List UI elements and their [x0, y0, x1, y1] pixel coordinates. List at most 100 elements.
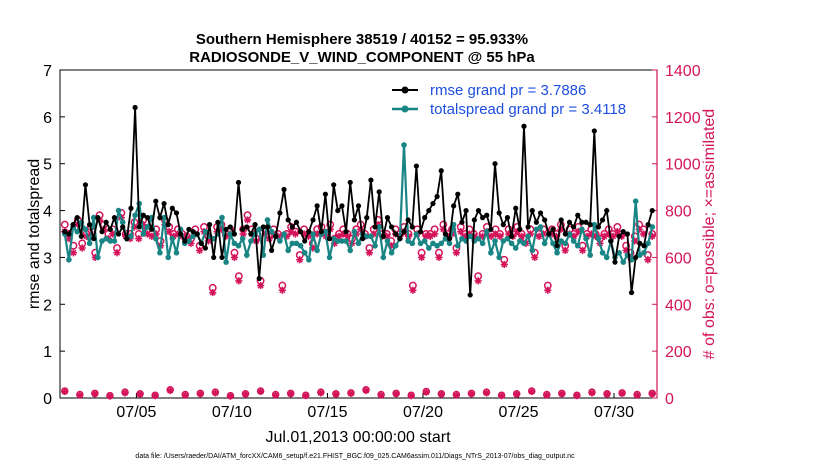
- obs-assimilated-marker: [300, 230, 308, 238]
- rmse-point: [595, 224, 602, 230]
- totalspread-point: [363, 233, 370, 240]
- rmse-point: [475, 207, 482, 214]
- rmse-point: [426, 207, 432, 214]
- rmse-point: [422, 215, 428, 221]
- obs-bottom-assimilated-marker: [91, 390, 99, 398]
- rmse-point: [140, 212, 146, 218]
- rmse-point: [169, 205, 175, 211]
- obs-assimilated-marker: [344, 232, 352, 240]
- rmse-point: [562, 231, 568, 237]
- obs-assimilated-marker: [435, 253, 443, 262]
- obs-bottom-assimilated-marker: [452, 391, 461, 399]
- obs-bottom-assimilated-marker: [588, 389, 596, 397]
- left-axis: 0 1 2 3 4 5 6 7: [43, 63, 65, 408]
- rmse-point: [624, 231, 631, 237]
- totalspread-point: [186, 238, 192, 244]
- obs-assimilated-marker: [631, 237, 639, 245]
- rmse-point: [500, 222, 506, 228]
- totalspread-point: [599, 249, 606, 256]
- rmse-point: [124, 236, 130, 242]
- rmse-point: [161, 200, 167, 207]
- totalspread-point: [227, 231, 234, 237]
- obs-bottom-assimilated-marker: [558, 390, 566, 398]
- obs-bottom-assimilated-marker: [166, 386, 174, 395]
- right-tick-label: 800: [665, 204, 692, 221]
- rmse-point: [587, 222, 593, 228]
- obs-bottom-assimilated-marker: [302, 392, 310, 400]
- obs-assimilated-marker: [426, 232, 434, 240]
- obs-bottom-assimilated-marker: [482, 389, 491, 397]
- rmse-point: [571, 224, 577, 230]
- obs-bottom-assimilated-marker: [362, 386, 370, 395]
- rmse-point: [471, 217, 477, 223]
- obs-assimilated-marker: [587, 230, 595, 238]
- left-tick-label: 1: [43, 344, 52, 361]
- totalspread-point: [413, 231, 420, 237]
- totalspread-point: [475, 235, 482, 242]
- rmse-point: [293, 219, 300, 225]
- rmse-point: [186, 226, 192, 232]
- right-axis: 0 200 400 600 800 1000 1200 1400: [652, 63, 701, 408]
- rmse-point: [78, 233, 84, 239]
- rmse-point: [645, 222, 651, 228]
- totalspread-point: [512, 245, 519, 251]
- rmse-point: [360, 236, 366, 242]
- left-tick-label: 5: [43, 157, 52, 174]
- totalspread-point: [603, 254, 610, 261]
- totalspread-point: [550, 240, 556, 247]
- obs-assimilated-marker: [365, 249, 373, 257]
- rmse-point: [231, 231, 237, 237]
- rmse-point: [579, 219, 585, 225]
- obs-assimilated-marker: [183, 235, 191, 243]
- obs-assimilated-marker: [552, 232, 561, 240]
- rmse-point: [132, 104, 138, 111]
- obs-assimilated-marker: [518, 232, 526, 240]
- totalspread-point: [537, 224, 544, 230]
- obs-assimilated-marker: [570, 232, 578, 240]
- y-axis-label-right: # of obs: o=possible; ×=assimilated: [701, 109, 718, 359]
- rmse-point: [364, 215, 370, 221]
- rmse-point: [211, 254, 217, 261]
- totalspread-point: [248, 238, 254, 244]
- obs-bottom-assimilated-marker: [528, 387, 536, 396]
- rmse-point: [517, 226, 523, 232]
- rmse-point: [277, 210, 283, 216]
- obs-assimilated-marker: [235, 277, 243, 285]
- totalspread-point: [525, 233, 531, 240]
- obs-assimilated-marker: [618, 232, 626, 240]
- rmse-point: [434, 193, 440, 200]
- rmse-point: [260, 224, 266, 230]
- obs-assimilated-marker: [283, 232, 291, 240]
- totalspread-point: [620, 259, 627, 265]
- obs-assimilated-marker: [304, 232, 313, 240]
- right-tick-label: 1200: [665, 110, 701, 127]
- obs-assimilated-marker: [291, 230, 300, 238]
- totalspread-point: [297, 242, 304, 249]
- rmse-point: [463, 207, 469, 214]
- rmse-point: [583, 219, 589, 225]
- totalspread-point: [417, 240, 424, 247]
- obs-assimilated-marker: [461, 232, 469, 240]
- obs-assimilated-marker: [417, 253, 426, 262]
- x-tick-label: 07/05: [116, 404, 156, 421]
- rmse-point: [368, 177, 374, 183]
- obs-bottom-assimilated-marker: [347, 389, 355, 397]
- rmse-point: [99, 229, 105, 235]
- rmse-point: [281, 186, 287, 193]
- totalspread-point: [554, 249, 560, 256]
- x-tick-label: 07/30: [594, 404, 634, 421]
- obs-bottom-assimilated-marker: [513, 390, 521, 398]
- obs-bottom-assimilated-marker: [211, 389, 220, 397]
- totalspread-point: [111, 238, 118, 244]
- rmse-point: [206, 222, 213, 228]
- totalspread-point: [632, 198, 639, 204]
- obs-assimilated-marker: [622, 246, 630, 254]
- rmse-point: [616, 233, 622, 239]
- rmse-point: [351, 217, 357, 223]
- totalspread-point: [409, 240, 416, 247]
- rmse-point: [144, 215, 151, 221]
- rmse-point: [492, 161, 498, 167]
- obs-assimilated-marker: [544, 286, 552, 294]
- rmse-point: [384, 215, 391, 221]
- obs-assimilated-marker: [383, 232, 391, 240]
